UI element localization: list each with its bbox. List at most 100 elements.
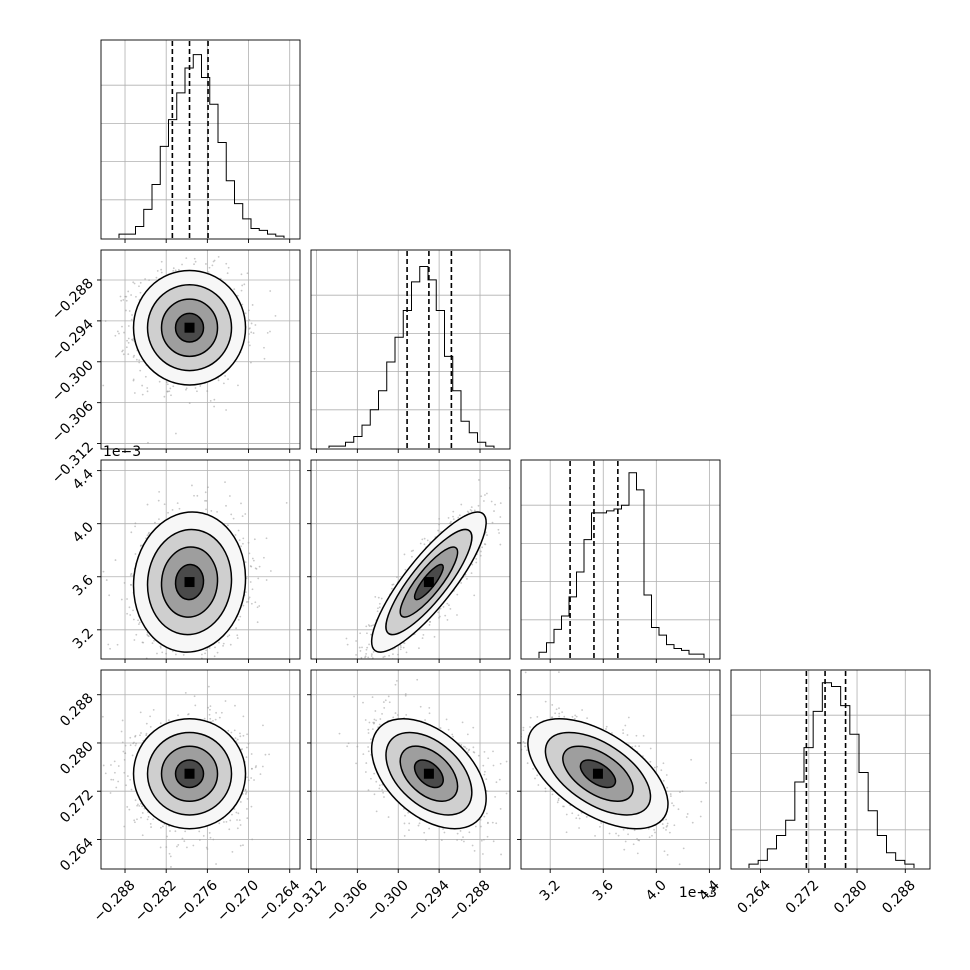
scatter-point xyxy=(114,334,117,337)
panel-content xyxy=(344,479,510,695)
scatter-point xyxy=(242,537,245,540)
scatter-point xyxy=(471,563,474,566)
scatter-point xyxy=(251,588,254,591)
panel-frame xyxy=(100,459,301,660)
scatter-point xyxy=(247,600,250,603)
scatter-point xyxy=(184,830,187,833)
scatter-point xyxy=(217,255,220,258)
scatter-point xyxy=(146,534,149,537)
scatter-point xyxy=(483,543,486,545)
scatter-point xyxy=(402,646,405,649)
scatter-point xyxy=(107,643,110,646)
scatter-point xyxy=(458,514,461,517)
scatter-point xyxy=(258,565,261,568)
scatter-point xyxy=(470,572,473,575)
scatter-point xyxy=(214,646,216,649)
scatter-point xyxy=(247,309,250,312)
scatter-point xyxy=(363,693,365,695)
scatter-point xyxy=(176,502,179,505)
scatter-point xyxy=(245,756,248,759)
scatter-point xyxy=(364,655,367,658)
scatter-point xyxy=(226,272,229,275)
scatter-point xyxy=(346,643,349,646)
scatter-point xyxy=(470,506,473,509)
scatter-point xyxy=(177,844,180,846)
scatter-point xyxy=(174,269,177,272)
density-peak xyxy=(423,577,434,588)
scatter-point xyxy=(400,646,402,649)
scatter-point xyxy=(457,516,460,519)
scatter-point xyxy=(437,611,440,614)
scatter-point xyxy=(254,324,257,326)
scatter-point xyxy=(252,559,255,562)
scatter-point xyxy=(396,576,398,579)
scatter-point xyxy=(150,826,152,828)
scatter-point xyxy=(168,665,170,667)
scatter-point xyxy=(109,792,112,794)
panel-frame xyxy=(520,459,721,660)
scatter-point xyxy=(499,543,502,546)
scatter-point xyxy=(399,644,402,647)
scatter-point xyxy=(245,601,248,603)
scatter-point xyxy=(209,399,212,402)
scatter-point xyxy=(244,674,246,676)
scatter-point xyxy=(217,379,220,382)
scatter-point xyxy=(456,593,459,596)
scatter-point xyxy=(192,844,195,847)
scatter-point xyxy=(254,567,257,570)
scatter-point xyxy=(138,361,141,364)
scatter-point xyxy=(233,288,236,291)
scatter-point xyxy=(138,621,141,624)
scatter-point xyxy=(177,661,179,663)
scatter-point xyxy=(228,661,230,663)
scatter-point xyxy=(134,525,136,528)
scatter-point xyxy=(228,634,231,637)
scatter-point xyxy=(119,295,122,298)
scatter-point xyxy=(193,659,195,661)
panel-frame xyxy=(730,669,931,870)
scatter-point xyxy=(439,607,442,610)
scatter-point xyxy=(239,844,242,847)
scatter-point xyxy=(241,515,244,518)
scatter-point xyxy=(198,839,201,841)
scatter-point xyxy=(120,299,123,302)
density-peak xyxy=(184,322,195,333)
scatter-point xyxy=(392,653,394,655)
scatter-point xyxy=(104,772,107,775)
scatter-point xyxy=(199,664,201,666)
scatter-point xyxy=(204,491,207,494)
scatter-point xyxy=(208,647,211,649)
scatter-point xyxy=(188,402,191,404)
scatter-point xyxy=(159,645,162,648)
scatter-point xyxy=(123,331,125,334)
scatter-point xyxy=(230,513,233,516)
scatter-point xyxy=(444,614,447,617)
scatter-point xyxy=(161,651,164,654)
scatter-point xyxy=(225,504,227,507)
scatter-point xyxy=(131,338,133,341)
scatter-point xyxy=(203,663,205,665)
scatter-point xyxy=(133,392,136,394)
scatter-point xyxy=(172,667,174,669)
scatter-point xyxy=(344,664,346,666)
scatter-point xyxy=(169,830,171,832)
scatter-point xyxy=(381,663,383,665)
scatter-point xyxy=(379,664,381,666)
scatter-point xyxy=(166,835,168,838)
scatter-point xyxy=(209,708,211,711)
scatter-point xyxy=(104,320,107,322)
scatter-point xyxy=(216,510,218,513)
scatter-point xyxy=(133,282,136,285)
scatter-point xyxy=(486,492,488,495)
scatter-point xyxy=(258,605,261,607)
scatter-point xyxy=(265,537,268,540)
scatter-point xyxy=(132,281,135,284)
scatter-point xyxy=(134,522,137,525)
scatter-point xyxy=(447,517,450,519)
scatter-point xyxy=(160,268,163,271)
scatter-point xyxy=(185,388,187,391)
scatter-point xyxy=(361,646,363,649)
scatter-point xyxy=(194,387,197,389)
scatter-point xyxy=(244,513,247,515)
